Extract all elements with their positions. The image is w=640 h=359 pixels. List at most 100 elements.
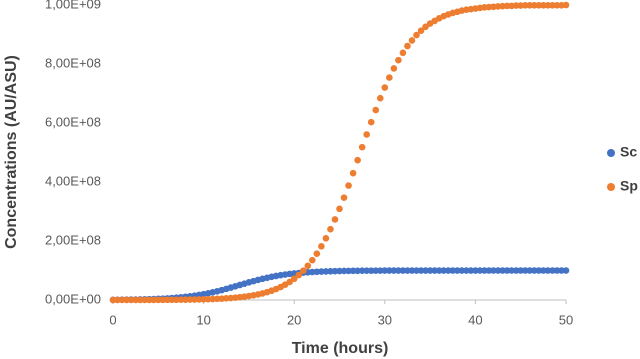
x-tick-label: 0	[109, 312, 116, 327]
y-tick-label: 8,00E+08	[45, 55, 101, 70]
point	[386, 267, 393, 274]
point	[422, 267, 429, 274]
y-tick-label: 4,00E+08	[45, 173, 101, 188]
point	[526, 1, 534, 9]
point	[472, 267, 479, 274]
point	[549, 267, 556, 274]
point	[540, 1, 547, 9]
point	[363, 131, 370, 138]
point	[535, 267, 543, 274]
point	[145, 296, 153, 304]
x-tick-label: 50	[559, 312, 573, 327]
point	[476, 267, 484, 274]
point	[381, 267, 389, 274]
point	[132, 296, 139, 304]
point	[449, 267, 457, 274]
y-tick-label: 6,00E+08	[45, 114, 101, 129]
point	[417, 27, 425, 34]
point	[417, 267, 425, 274]
point	[123, 296, 130, 304]
point	[404, 42, 411, 50]
point	[299, 267, 307, 275]
point	[395, 56, 402, 64]
point	[553, 1, 561, 9]
point	[463, 267, 470, 274]
point	[553, 267, 561, 274]
point	[540, 267, 547, 274]
point	[426, 267, 434, 274]
x-tick-label: 30	[378, 312, 392, 327]
point	[372, 267, 380, 274]
point	[336, 205, 343, 213]
point	[318, 243, 325, 250]
point	[395, 267, 402, 274]
point	[376, 267, 384, 274]
point	[345, 182, 352, 189]
point	[136, 296, 144, 304]
point	[358, 267, 366, 275]
point	[508, 267, 515, 274]
x-axis-title: Time (hours)	[292, 340, 389, 357]
point	[562, 267, 570, 274]
point	[127, 296, 135, 304]
point	[494, 267, 502, 274]
point	[526, 267, 534, 274]
point	[150, 296, 158, 304]
point	[390, 65, 398, 72]
point	[372, 106, 380, 114]
point	[512, 2, 520, 9]
point	[413, 267, 420, 274]
point	[503, 2, 511, 10]
point	[386, 74, 393, 81]
point	[290, 275, 298, 283]
point	[458, 267, 466, 274]
point	[440, 267, 447, 274]
y-tick-label: 1,00E+09	[45, 0, 101, 11]
point	[490, 267, 497, 274]
point	[530, 1, 538, 9]
point	[435, 267, 443, 274]
legend-label: Sc	[620, 144, 637, 160]
point	[481, 267, 488, 274]
x-tick-label: 10	[196, 312, 210, 327]
point	[309, 256, 316, 264]
point	[521, 1, 529, 9]
point	[304, 262, 312, 270]
point	[340, 194, 348, 201]
point	[544, 1, 552, 9]
point	[363, 267, 370, 274]
point	[313, 250, 321, 257]
point	[512, 267, 520, 274]
point	[141, 296, 149, 304]
point	[549, 1, 556, 9]
legend-marker	[607, 149, 615, 157]
point	[295, 271, 303, 279]
point	[503, 267, 511, 274]
legend-marker	[607, 183, 615, 191]
point	[331, 216, 339, 223]
point	[376, 94, 384, 102]
point	[327, 225, 334, 233]
point	[155, 296, 162, 304]
point	[535, 1, 543, 9]
legend-label: Sp	[620, 178, 638, 194]
point	[413, 31, 420, 39]
y-tick-label: 2,00E+08	[45, 232, 101, 247]
point	[159, 296, 167, 304]
point	[168, 296, 176, 304]
point	[530, 267, 538, 274]
x-tick-label: 20	[287, 312, 301, 327]
point	[453, 267, 461, 274]
point	[358, 143, 366, 151]
point	[118, 296, 126, 304]
point	[467, 267, 475, 274]
point	[521, 267, 529, 274]
point	[485, 267, 493, 274]
point	[399, 49, 407, 57]
point	[109, 296, 117, 304]
point	[349, 169, 357, 177]
point	[562, 1, 570, 9]
point	[390, 267, 398, 274]
point	[381, 84, 389, 91]
